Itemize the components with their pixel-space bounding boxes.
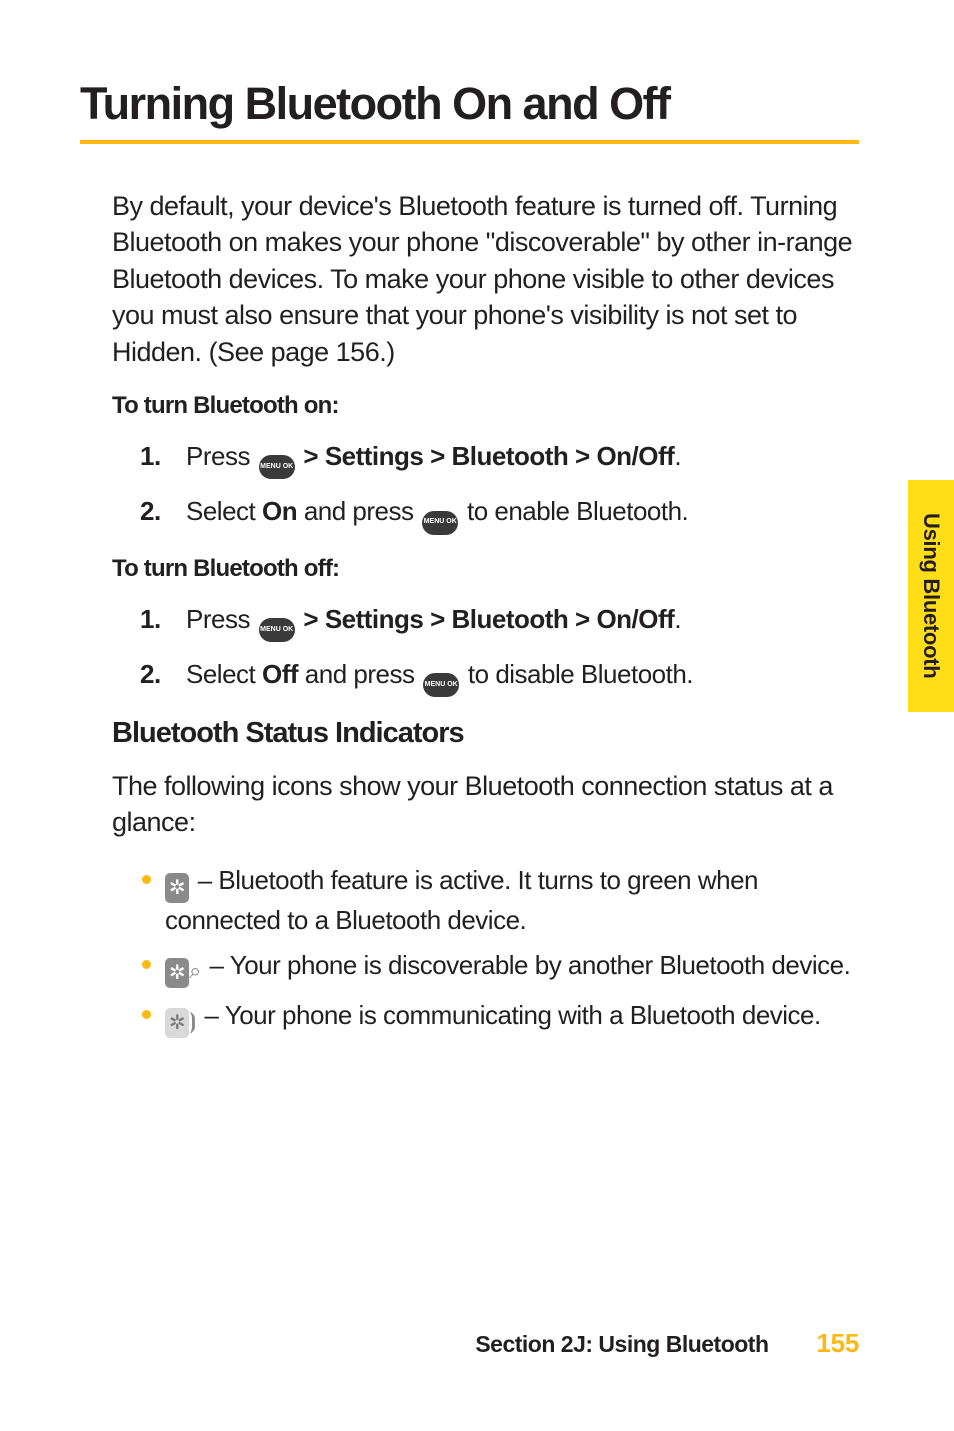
turn-off-steps: 1. Press MENU OK > Settings > Bluetooth … [140,601,859,697]
bluetooth-communicating-icon: ✲ [165,1008,189,1038]
step-text: Select Off and press MENU OK to disable … [186,656,693,697]
indicator-list: ✲ – Bluetooth feature is active. It turn… [142,863,859,1038]
indicator-item-communicating: ✲⦘ – Your phone is communicating with a … [142,998,859,1038]
indicators-intro: The following icons show your Bluetooth … [112,768,859,841]
page-title: Turning Bluetooth On and Off [80,78,859,130]
step-text: Press MENU OK > Settings > Bluetooth > O… [186,438,681,479]
step-bold: On [262,496,297,526]
step-bold: Off [262,659,298,689]
indicator-desc: – Your phone is discoverable by another … [203,950,850,980]
indicator-item-discoverable: ✲⌕ – Your phone is discoverable by anoth… [142,948,859,988]
indicator-text: ✲⦘ – Your phone is communicating with a … [165,998,821,1038]
bullet-dot-icon [142,960,151,969]
step-number: 2. [140,493,164,534]
turn-off-step-1: 1. Press MENU OK > Settings > Bluetooth … [140,601,859,642]
bluetooth-discoverable-icon: ✲ [165,958,189,988]
indicators-heading: Bluetooth Status Indicators [112,717,859,750]
to-turn-off-heading: To turn Bluetooth off: [112,555,859,583]
step-text: Press MENU OK > Settings > Bluetooth > O… [186,601,681,642]
turn-on-steps: 1. Press MENU OK > Settings > Bluetooth … [140,438,859,534]
side-tab-label: Using Bluetooth [918,513,944,678]
magnify-icon: ⌕ [189,956,201,986]
bullet-dot-icon [142,1010,151,1019]
indicator-text: ✲ – Bluetooth feature is active. It turn… [165,863,859,938]
step-number: 1. [140,601,164,642]
indicator-item-active: ✲ – Bluetooth feature is active. It turn… [142,863,859,938]
footer: Section 2J: Using Bluetooth 155 [475,1328,859,1359]
indicator-desc: – Bluetooth feature is active. It turns … [165,865,758,935]
footer-section: Section 2J: Using Bluetooth [475,1331,768,1358]
bluetooth-glyph: ✲ [169,1013,185,1033]
turn-on-step-1: 1. Press MENU OK > Settings > Bluetooth … [140,438,859,479]
step-text-pre: Press [186,604,257,634]
step-text-post: to enable Bluetooth. [460,496,688,526]
intro-paragraph: By default, your device's Bluetooth feat… [112,188,859,370]
menu-ok-icon: MENU OK [422,511,458,535]
step-path: > Settings > Bluetooth > On/Off [297,441,675,471]
step-text-pre: Press [186,441,257,471]
menu-ok-icon: MENU OK [423,673,459,697]
menu-ok-icon-label: MENU OK [260,627,293,633]
indicator-desc: – Your phone is communicating with a Blu… [198,1000,821,1030]
to-turn-on-heading: To turn Bluetooth on: [112,392,859,420]
step-path: > Settings > Bluetooth > On/Off [297,604,675,634]
step-text-mid: and press [297,496,420,526]
step-text-post: to disable Bluetooth. [461,659,693,689]
footer-page-number: 155 [817,1328,859,1359]
menu-ok-icon: MENU OK [259,455,295,479]
bluetooth-active-icon: ✲ [165,873,189,903]
menu-ok-icon-label: MENU OK [424,519,457,525]
step-text-post: . [674,441,681,471]
step-text-pre: Select [186,659,262,689]
side-tab: Using Bluetooth [908,480,954,712]
step-text-post: . [674,604,681,634]
title-rule [80,140,859,144]
indicator-text: ✲⌕ – Your phone is discoverable by anoth… [165,948,850,988]
bullet-dot-icon [142,875,151,884]
menu-ok-icon: MENU OK [259,618,295,642]
bluetooth-glyph: ✲ [169,878,185,898]
step-text-mid: and press [298,659,421,689]
signal-icon: ⦘ [189,1006,196,1036]
step-text-pre: Select [186,496,262,526]
turn-off-step-2: 2. Select Off and press MENU OK to disab… [140,656,859,697]
turn-on-step-2: 2. Select On and press MENU OK to enable… [140,493,859,534]
step-text: Select On and press MENU OK to enable Bl… [186,493,688,534]
bluetooth-glyph: ✲ [169,963,185,983]
menu-ok-icon-label: MENU OK [425,682,458,688]
menu-ok-icon-label: MENU OK [260,464,293,470]
step-number: 2. [140,656,164,697]
step-number: 1. [140,438,164,479]
